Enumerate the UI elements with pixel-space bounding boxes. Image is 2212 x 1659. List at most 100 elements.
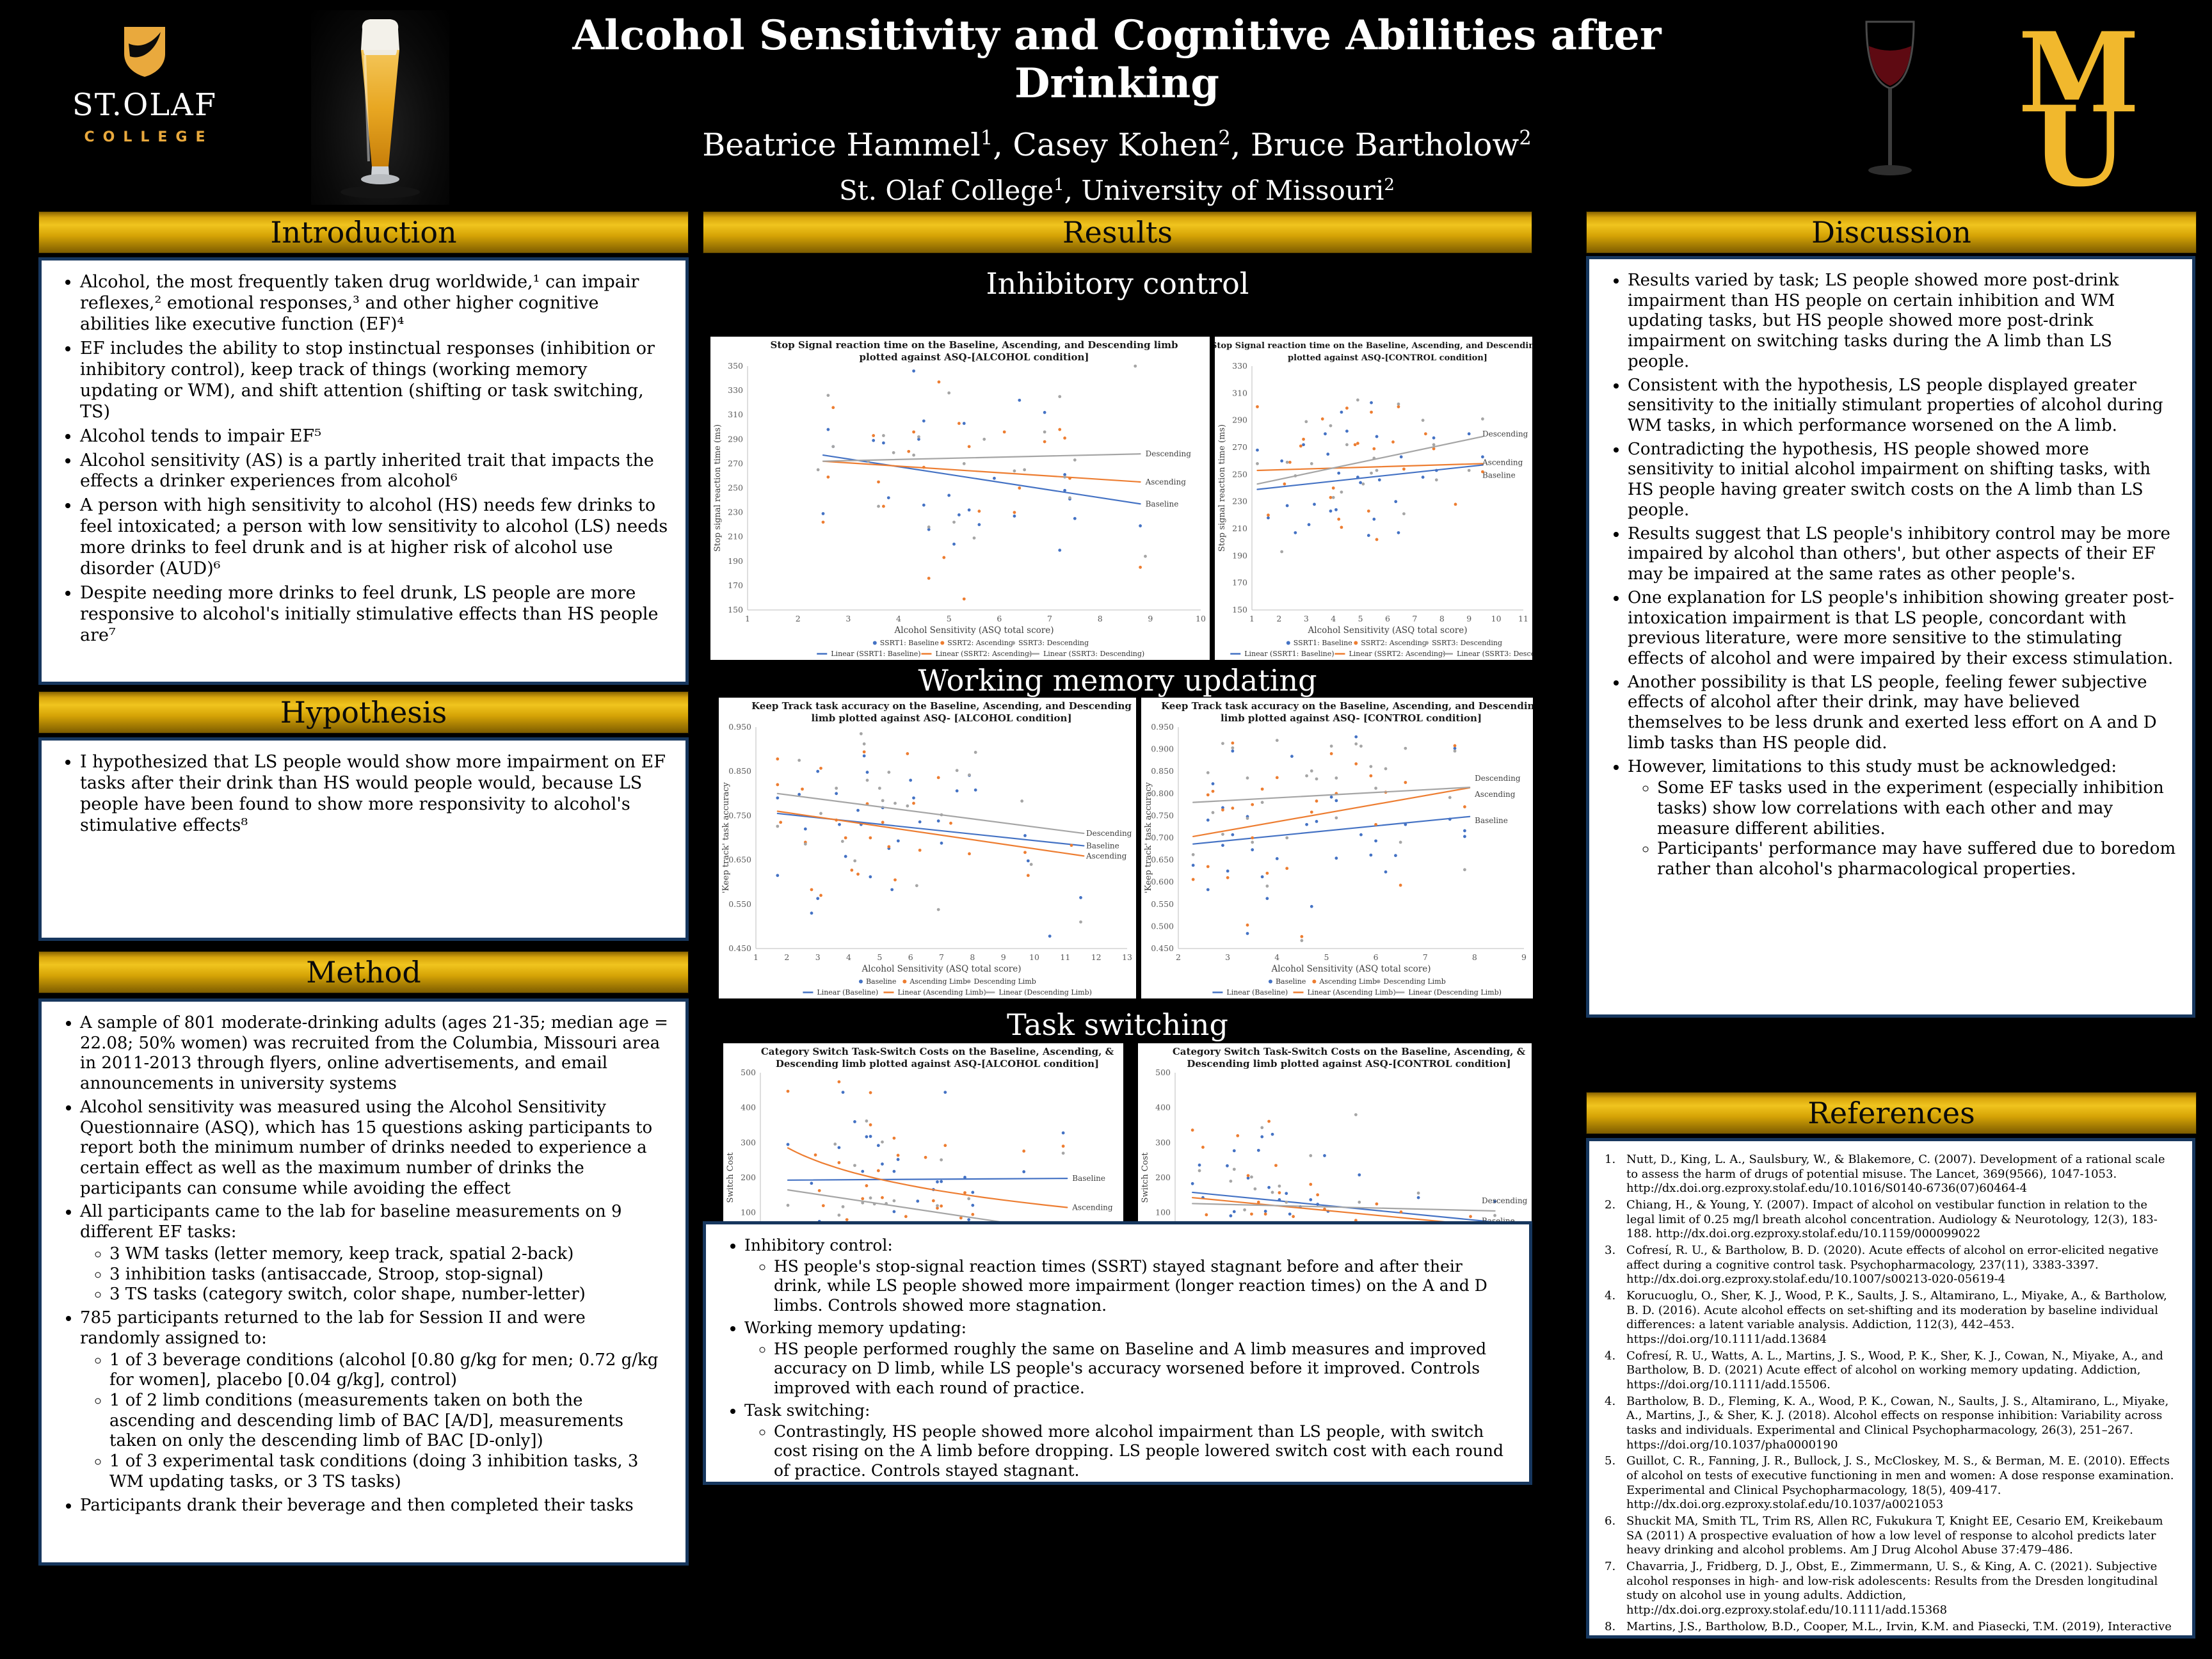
svg-text:0.750: 0.750 [1151,810,1174,820]
svg-text:170: 170 [1232,578,1247,588]
svg-text:Alcohol Sensitivity (ASQ total: Alcohol Sensitivity (ASQ total score) [894,625,1054,636]
bullet-item: Results suggest that LS people's inhibit… [1628,524,2177,585]
svg-text:6: 6 [1374,952,1379,962]
svg-text:500: 500 [741,1068,756,1077]
svg-text:Stop signal reaction time (ms): Stop signal reaction time (ms) [1217,424,1227,552]
svg-text:7: 7 [1047,614,1052,623]
svg-text:6: 6 [908,952,913,962]
svg-text:SSRT2: Ascending: SSRT2: Ascending [1361,639,1427,647]
svg-text:0.850: 0.850 [728,766,751,776]
svg-text:0.650: 0.650 [728,855,751,865]
reference-number: 4. [1605,1349,1616,1363]
svg-text:Linear (Baseline): Linear (Baseline) [817,988,878,997]
svg-text:SSRT1: Baseline: SSRT1: Baseline [1294,639,1352,647]
inhibitory-control-charts: Stop Signal reaction time on the Baselin… [703,337,1564,660]
chart-box: Keep Track task accuracy on the Baseline… [719,698,1136,998]
svg-text:5: 5 [877,952,882,962]
svg-text:Alcohol Sensitivity (ASQ total: Alcohol Sensitivity (ASQ total score) [1308,625,1468,636]
svg-text:Linear (SSRT2: Ascending): Linear (SSRT2: Ascending) [1349,650,1445,658]
bullet-item: However, limitations to this study must … [1628,757,2177,880]
bullet-item: Alcohol sensitivity (AS) is a partly inh… [80,451,670,493]
references-box: 1. Nutt, D., King, L. A., Saulsbury, W., … [1586,1138,2195,1639]
sub-bullet-item: 3 inhibition tasks (antisaccade, Stroop,… [109,1265,670,1285]
svg-text:SSRT1: Baseline: SSRT1: Baseline [880,639,939,647]
svg-text:Switch Cost: Switch Cost [1141,1152,1150,1203]
svg-text:Descending limb plotted agains: Descending limb plotted against ASQ-[ALC… [776,1058,1099,1070]
reference-text: Cofresí, R. U., & Bartholow, B. D. (2020… [1626,1244,2159,1286]
sub-bullet-item: Participants' performance may have suffe… [1657,839,2177,879]
svg-text:Linear (SSRT2: Ascending): Linear (SSRT2: Ascending) [935,650,1032,658]
reference-item: 3. Cofresí, R. U., & Bartholow, B. D. (20… [1605,1244,2177,1287]
reference-text: Bartholow, B. D., Fleming, K. A., Wood, … [1626,1394,2169,1452]
chart-box: Keep Track task accuracy on the Baseline… [1141,698,1541,998]
svg-text:210: 210 [728,532,743,541]
svg-text:Linear (Descending Limb): Linear (Descending Limb) [1408,988,1502,997]
svg-text:4: 4 [846,952,851,962]
svg-text:Alcohol Sensitivity (ASQ total: Alcohol Sensitivity (ASQ total score) [862,964,1022,974]
sub-bullet-item: 3 WM tasks (letter memory, keep track, s… [109,1244,670,1265]
bullet-item: I hypothesized that LS people would show… [80,752,670,837]
svg-text:8: 8 [970,952,975,962]
bullet-item: Results varied by task; LS people showed… [1628,271,2177,373]
chart-ssrt-control: Stop Signal reaction time on the Baselin… [1211,341,1564,658]
svg-text:SSRT3: Descending: SSRT3: Descending [1018,639,1089,647]
section-title: Results [1062,215,1173,250]
svg-text:Stop Signal reaction time on t: Stop Signal reaction time on the Baselin… [771,339,1178,351]
svg-text:Switch Cost: Switch Cost [726,1152,735,1203]
svg-text:7: 7 [939,952,944,962]
svg-text:Descending: Descending [1482,1196,1528,1205]
svg-text:0.950: 0.950 [1151,722,1174,732]
svg-text:5: 5 [947,614,952,623]
svg-text:210: 210 [1232,524,1247,533]
svg-text:9: 9 [1001,952,1006,962]
chart-box: Stop Signal reaction time on the Baselin… [1211,337,1564,660]
reference-number: 7. [1605,1560,1616,1574]
bullet-item: One explanation for LS people's inhibiti… [1628,588,2177,669]
reference-text: Shuckit MA, Smith TL, Trim RS, Allen RC,… [1626,1514,2163,1557]
svg-text:limb plotted against ASQ- [ALC: limb plotted against ASQ- [ALCOHOL condi… [811,712,1071,724]
bullet-item: A person with high sensitivity to alcoho… [80,495,670,580]
svg-text:3: 3 [1225,952,1230,962]
bullet-item: EF includes the ability to stop instinct… [80,339,670,423]
subtitle-task-switching: Task switching [1007,1007,1228,1042]
svg-text:150: 150 [728,605,743,614]
wine-glass-image [1842,14,1938,205]
reference-text: Nutt, D., King, L. A., Saulsbury, W., & … [1626,1153,2165,1196]
bullet-item: Consistent with the hypothesis, LS peopl… [1628,376,2177,437]
section-header-hypothesis: Hypothesis [38,691,689,733]
stolaf-college: COLLEGE [84,129,214,145]
svg-text:Baseline: Baseline [1072,1174,1105,1183]
bullet-item: Working memory updating:HS people perfor… [744,1318,1514,1398]
hypothesis-list: I hypothesized that LS people would show… [57,752,670,837]
svg-text:190: 190 [728,556,743,566]
svg-text:limb plotted against ASQ- [CON: limb plotted against ASQ- [CONTROL condi… [1221,712,1482,724]
stolaf-shield-icon [124,27,165,77]
svg-text:Linear (Baseline): Linear (Baseline) [1226,988,1288,997]
svg-text:270: 270 [1232,442,1247,452]
wine-glass-icon [1865,20,1915,175]
sub-bullet-item: 1 of 3 beverage conditions (alcohol [0.8… [109,1350,670,1391]
subtitle-working-memory: Working memory updating [918,663,1317,698]
svg-text:4: 4 [1331,614,1336,623]
svg-text:Descending Limb: Descending Limb [1384,977,1446,986]
working-memory-charts: Keep Track task accuracy on the Baseline… [703,698,1541,998]
stolaf-logo: ST.OLAF COLLEGE [59,24,230,145]
reference-number: 4. [1605,1289,1616,1303]
method-list: A sample of 801 moderate-drinking adults… [57,1013,670,1516]
svg-text:1: 1 [745,614,750,623]
svg-text:10: 10 [1491,614,1502,623]
svg-text:170: 170 [728,581,743,590]
svg-text:Ascending: Ascending [1071,1203,1113,1212]
svg-text:0.750: 0.750 [728,810,751,820]
results-summary-box: Inhibitory control:HS people's stop-sign… [703,1221,1532,1485]
svg-text:0.900: 0.900 [1151,744,1174,754]
beer-glass-icon [341,19,420,198]
sub-bullet-item: HS people performed roughly the same on … [774,1340,1514,1399]
svg-text:11: 11 [1518,614,1528,623]
svg-text:8: 8 [1098,614,1103,623]
sub-bullet-item: 1 of 2 limb conditions (measurements tak… [109,1391,670,1452]
svg-text:0.500: 0.500 [1151,921,1174,931]
svg-text:Descending Limb: Descending Limb [974,977,1036,986]
svg-text:1: 1 [1249,614,1254,623]
svg-text:Alcohol Sensitivity (ASQ total: Alcohol Sensitivity (ASQ total score) [1271,964,1431,974]
